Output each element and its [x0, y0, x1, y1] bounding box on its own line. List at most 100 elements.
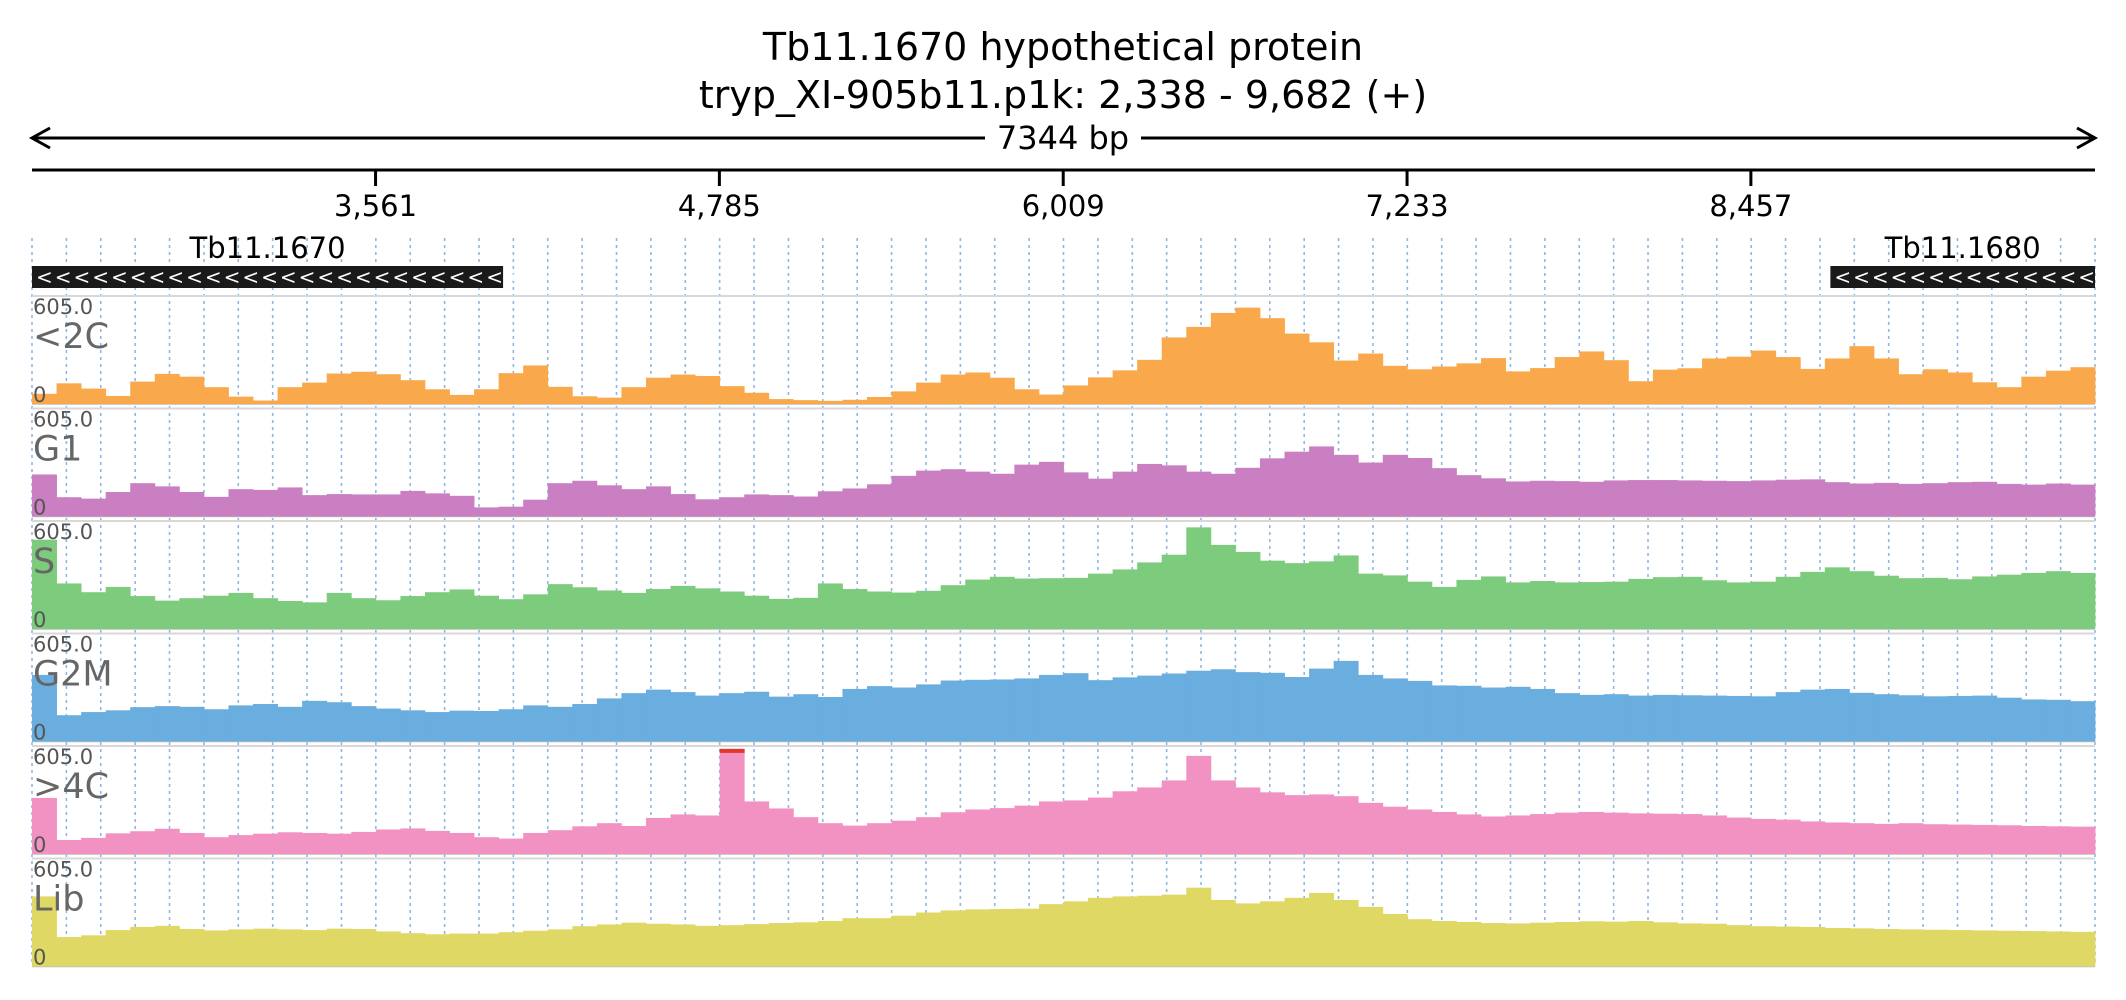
gene-tb11-1680[interactable]: Tb11.1680<<<<<<<<<<<<<<<<<: [1830, 231, 2126, 289]
coverage-bar: [1161, 337, 1187, 404]
coverage-bar: [719, 497, 745, 517]
coverage-bar: [842, 918, 868, 967]
coverage-bar: [1652, 577, 1678, 629]
coverage-bar: [1996, 574, 2022, 629]
track-name: Lib: [33, 880, 84, 920]
coverage-bar: [1505, 371, 1531, 404]
coverage-bar: [523, 365, 549, 404]
coverage-bar: [817, 491, 843, 517]
coverage-bar: [2045, 571, 2071, 629]
coverage-bar: [867, 396, 892, 404]
x-tick-label: 4,785: [678, 189, 761, 223]
coverage-bar: [1554, 921, 1580, 967]
coverage-bar: [1431, 366, 1457, 404]
coverage-bar: [474, 711, 500, 742]
coverage-bar: [891, 820, 917, 854]
coverage-bar: [351, 831, 377, 854]
coverage-bar: [1628, 578, 1654, 629]
coverage-bar: [1554, 481, 1580, 517]
coverage-bar: [793, 694, 819, 742]
coverage-bar: [719, 591, 745, 629]
coverage-bar: [1088, 573, 1114, 629]
coverage-bar: [817, 400, 843, 404]
coverage-bar: [1431, 468, 1457, 517]
coverage-bar: [1431, 685, 1457, 742]
coverage-bar: [1579, 811, 1605, 854]
track-name: >4C: [33, 767, 109, 807]
coverage-bar: [1407, 680, 1433, 742]
coverage-bar: [302, 832, 328, 854]
coverage-bar: [1849, 483, 1875, 517]
x-tick-label: 8,457: [1709, 189, 1792, 223]
coverage-bar: [695, 815, 721, 854]
coverage-bar: [474, 933, 500, 967]
coverage-bar: [1947, 695, 1973, 742]
y-max-label: 605.0: [33, 858, 93, 882]
coverage-bar: [1996, 387, 2022, 404]
coverage-bar: [81, 592, 107, 629]
coverage-bar: [1161, 780, 1187, 854]
coverage-bar: [940, 585, 966, 629]
coverage-bar: [424, 934, 450, 967]
coverage-bar: [253, 400, 278, 404]
coverage-bar: [1210, 899, 1236, 967]
coverage-bar: [2021, 699, 2047, 742]
gene-tb11-1670[interactable]: Tb11.1670<<<<<<<<<<<<<<<<<<<<<<<<<<<<<<<: [32, 231, 618, 289]
coverage-bar: [1014, 464, 1040, 517]
coverage-bar: [1751, 480, 1777, 517]
coverage-bar: [1038, 674, 1064, 742]
coverage-bar: [474, 837, 500, 854]
coverage-bar: [645, 486, 671, 517]
coverage-bar: [498, 373, 524, 404]
coverage-bar: [1309, 668, 1335, 742]
coverage-bar: [596, 924, 622, 967]
coverage-bar: [253, 598, 278, 629]
coverage-bar: [81, 712, 107, 742]
coverage-bar: [179, 491, 205, 517]
gene-body[interactable]: [32, 266, 504, 288]
coverage-bar: [81, 935, 107, 967]
coverage-bar: [375, 931, 401, 967]
coverage-bar: [1063, 577, 1089, 629]
coverage-bar: [1161, 465, 1187, 517]
coverage-bar: [1628, 920, 1654, 967]
gene-body[interactable]: [1830, 266, 2095, 288]
coverage-bar: [670, 374, 696, 404]
coverage-bar: [1898, 695, 1924, 742]
coverage-bar: [695, 499, 721, 517]
coverage-bar: [1726, 481, 1752, 517]
coverage-bar: [842, 825, 868, 854]
coverage-bar: [400, 380, 426, 404]
coverage-bar: [744, 691, 770, 742]
coverage-bar: [891, 592, 917, 629]
coverage-bar: [1652, 694, 1678, 742]
coverage-bar: [32, 539, 57, 629]
coverage-bar: [81, 837, 107, 854]
coverage-bar: [744, 924, 770, 967]
coverage-bar: [1873, 694, 1899, 742]
gene-label: Tb11.1670: [189, 231, 346, 265]
coverage-bar: [326, 702, 352, 742]
chart-subtitle: tryp_XI-905b11.p1k: 2,338 - 9,682 (+): [698, 73, 1428, 117]
span-label: 7344 bp: [997, 119, 1129, 157]
coverage-bar: [253, 489, 278, 517]
coverage-bar: [105, 710, 131, 742]
coverage-bar: [1456, 814, 1482, 854]
coverage-bar: [1702, 923, 1728, 967]
coverage-bar: [1382, 678, 1408, 742]
coverage-bar: [572, 704, 598, 742]
coverage-bar: [744, 494, 770, 517]
coverage-bar: [1947, 372, 1973, 404]
coverage-bar: [1677, 923, 1703, 967]
coverage-bar: [351, 706, 377, 742]
coverage-bar: [1284, 563, 1310, 629]
track-name: G1: [33, 430, 82, 470]
coverage-bar: [1284, 897, 1310, 967]
coverage-bar: [596, 590, 622, 629]
coverage-bar: [1873, 358, 1899, 404]
coverage-bar: [203, 709, 229, 742]
coverage-bar: [1579, 921, 1605, 967]
coverage-bar: [1849, 692, 1875, 742]
coverage-bar: [449, 495, 475, 517]
coverage-bar: [621, 693, 647, 742]
